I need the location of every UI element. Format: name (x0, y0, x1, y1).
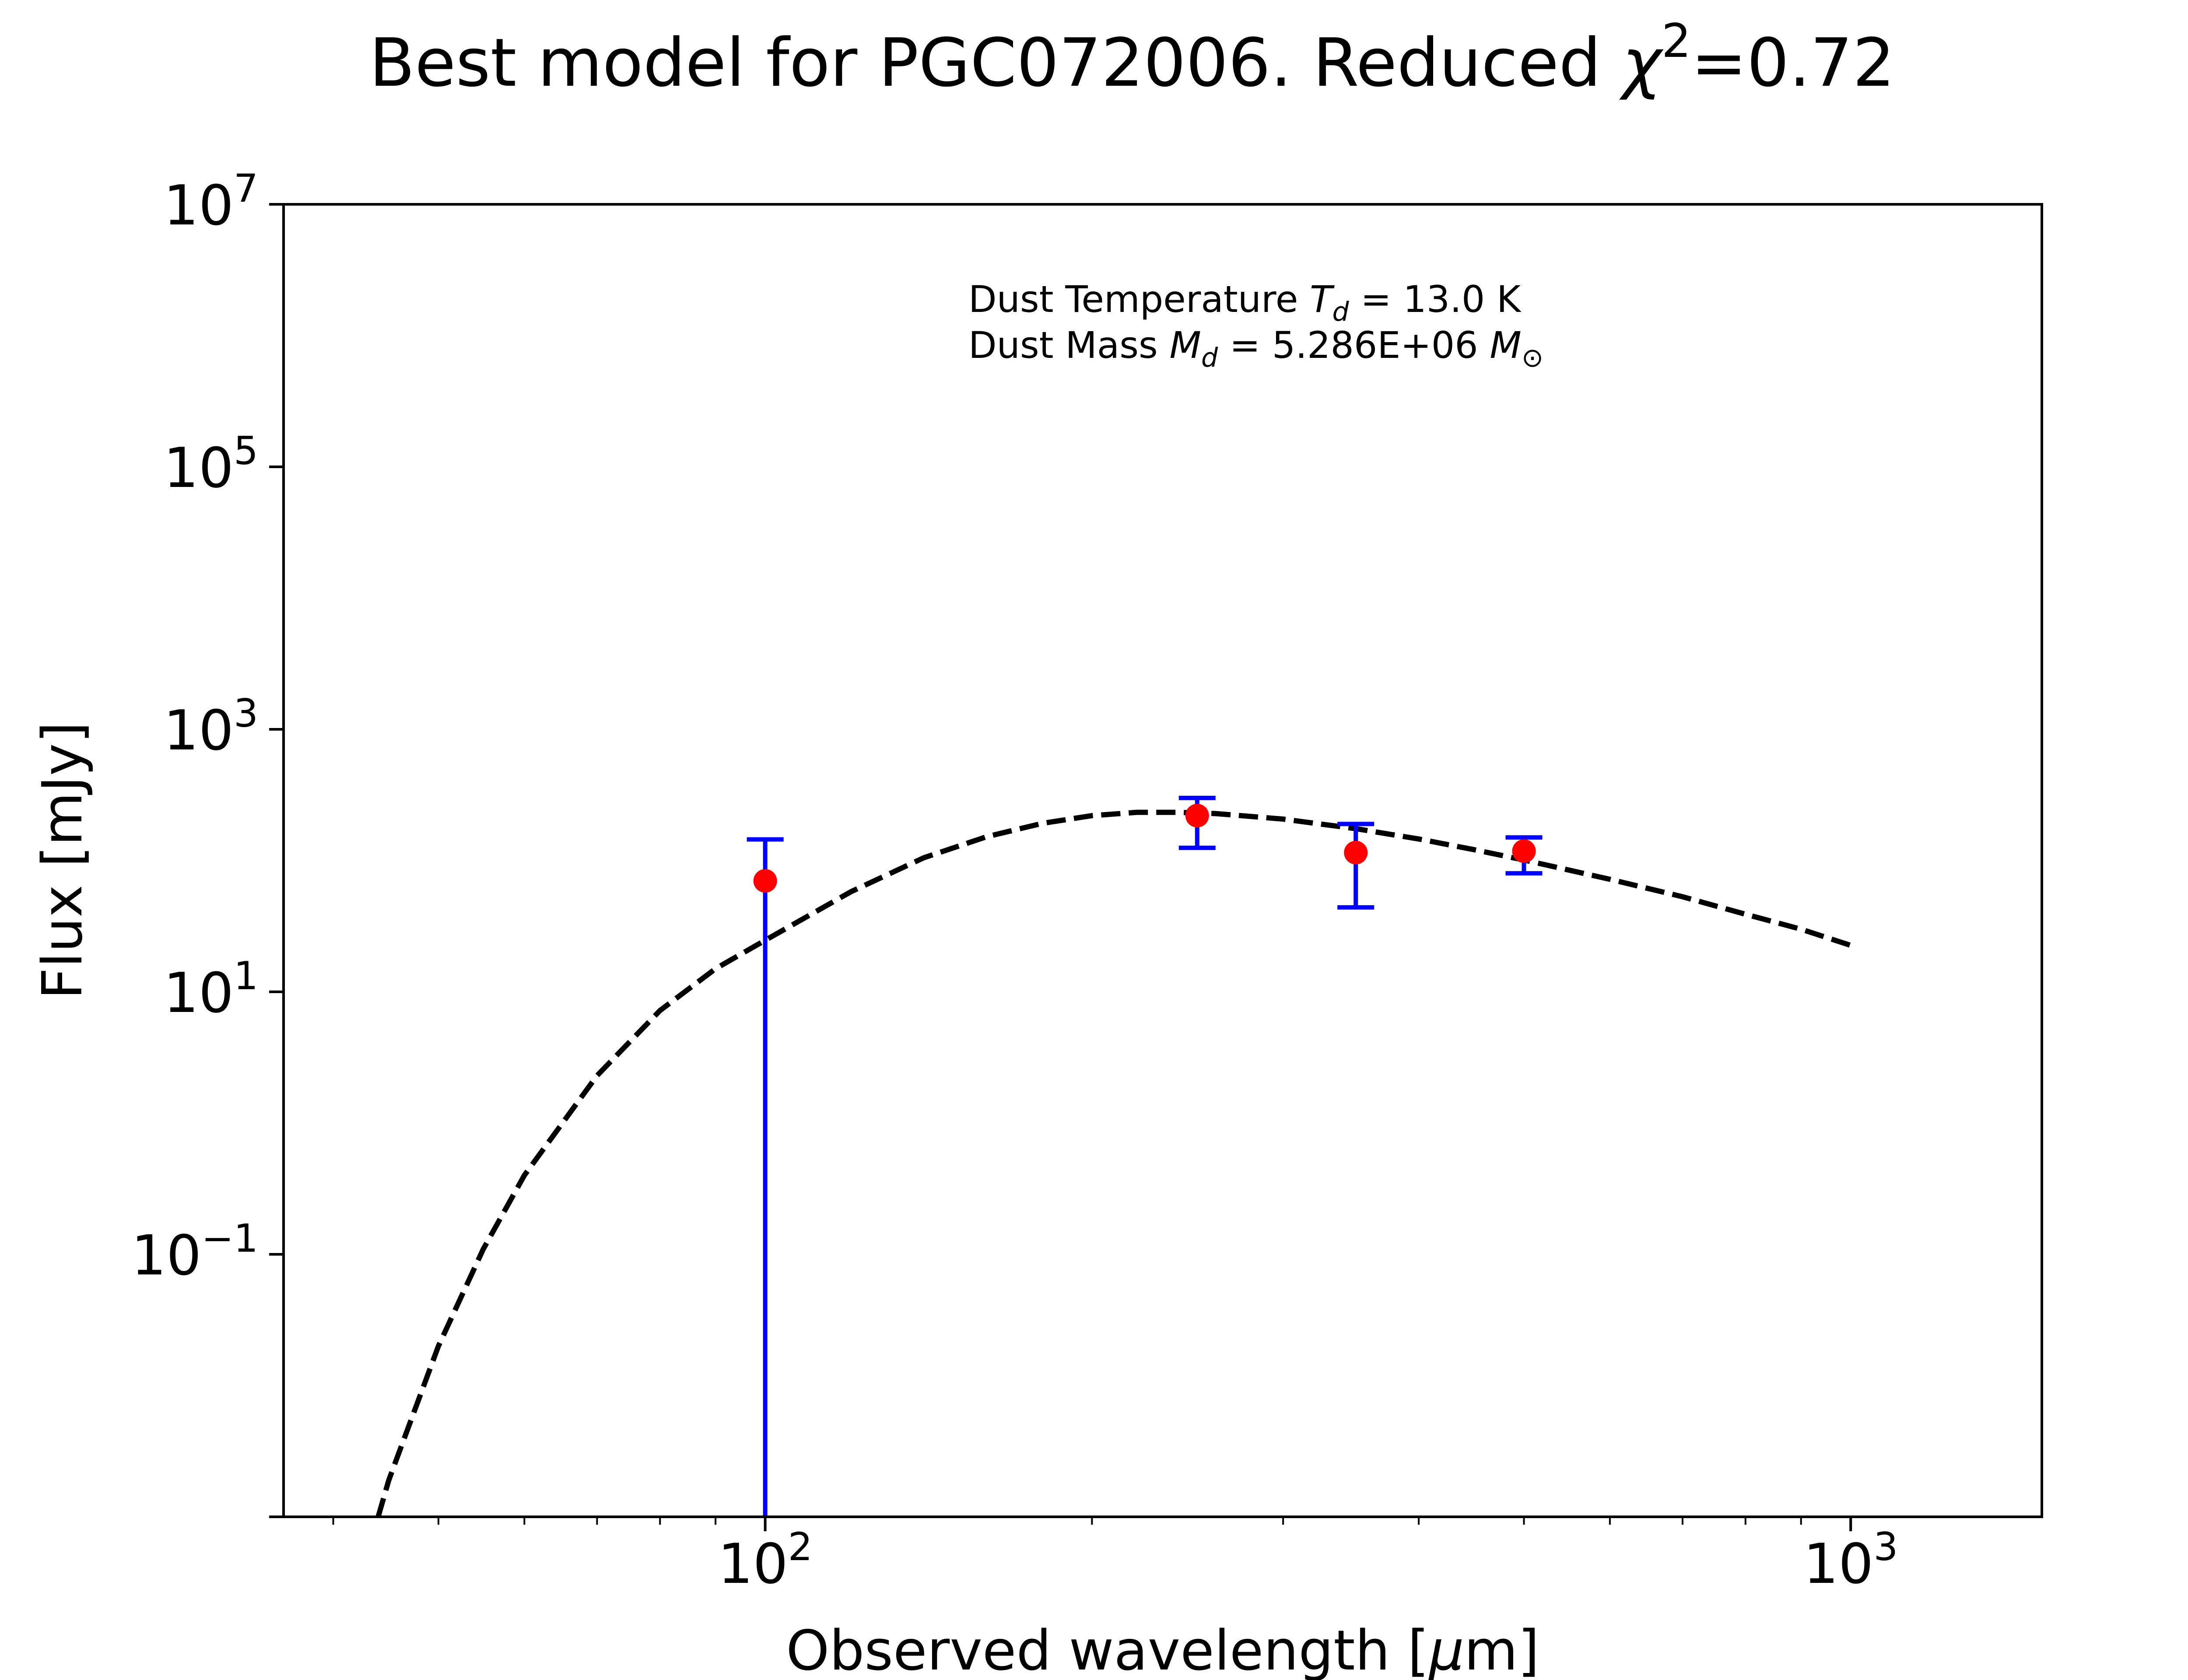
y-tick-label-base: 10 (131, 1223, 201, 1288)
dust-mass-annotation: Dust Mass Md = 5.286E+06 M⊙ (968, 324, 1543, 373)
x-axis-label: Observed wavelength [μm] (786, 1618, 1539, 1680)
y-tick-label: 103 (164, 691, 258, 763)
y-tick-label-exponent: −1 (201, 1216, 258, 1261)
model-curve-layer (375, 809, 1852, 1518)
y-tick-label: 10−1 (131, 1216, 258, 1288)
dust-temperature-symbol: T (1310, 278, 1335, 321)
chart-title-suffix: =0.72 (1691, 24, 1895, 102)
x-ticks: 102 103 (332, 1517, 1898, 1596)
data-point (1512, 839, 1536, 863)
solar-mass-subscript: ⊙ (1522, 343, 1543, 373)
chart-title-prefix: Best model for PGC072006. Reduced (369, 24, 1622, 102)
y-tick-label-exponent: 7 (234, 166, 258, 211)
chart-title-chi-exponent: 2 (1662, 14, 1691, 68)
y-tick-label-exponent: 1 (234, 953, 258, 998)
dust-mass-symbol: M (1170, 324, 1201, 367)
y-tick-label-base: 10 (164, 698, 234, 763)
y-tick-label: 107 (164, 166, 258, 238)
data-point (1185, 804, 1209, 828)
x-tick-label-exponent: 2 (788, 1524, 813, 1569)
x-tick-label-base: 10 (1803, 1532, 1873, 1596)
x-tick-label: 102 (718, 1524, 812, 1596)
data-point (753, 869, 777, 893)
y-tick-label-base: 10 (164, 961, 234, 1025)
dust-temperature-annotation: Dust Temperature Td = 13.0 K (968, 278, 1522, 327)
dust-mass-subscript: d (1201, 343, 1218, 373)
solar-mass-symbol: M (1490, 324, 1521, 367)
dust-temperature-label: Dust Temperature (968, 278, 1310, 321)
y-axis-label: Flux [mJy] (30, 722, 95, 1000)
y-tick-label-exponent: 3 (234, 691, 258, 736)
dust-mass-label: Dust Mass (968, 324, 1170, 367)
data-point (1344, 840, 1368, 864)
model-curve (375, 809, 1852, 1518)
marker-layer (753, 804, 1536, 893)
x-tick-label-exponent: 3 (1873, 1524, 1898, 1569)
y-tick-label-base: 10 (164, 173, 234, 238)
errorbar-layer (747, 795, 1543, 1517)
y-tick-label: 105 (164, 428, 258, 500)
y-tick-label: 101 (164, 953, 258, 1025)
dust-mass-value: = 5.286E+06 (1218, 324, 1490, 367)
y-tick-label-exponent: 5 (234, 428, 258, 473)
y-tick-label-base: 10 (164, 436, 234, 500)
x-axis-label-prefix: Observed wavelength [ (786, 1618, 1429, 1680)
dust-temperature-subscript: d (1332, 297, 1349, 327)
x-tick-label: 103 (1803, 1524, 1898, 1596)
x-axis-label-mu: μ (1428, 1618, 1464, 1680)
plot-area-frame (282, 203, 2043, 1518)
x-axis-label-suffix: m] (1464, 1618, 1539, 1680)
chart-title-chi: χ (1619, 24, 1664, 102)
x-tick-label-base: 10 (718, 1532, 788, 1596)
dust-temperature-value: = 13.0 K (1349, 278, 1522, 321)
chart-title: Best model for PGC072006. Reduced χ2=0.7… (369, 14, 1895, 102)
